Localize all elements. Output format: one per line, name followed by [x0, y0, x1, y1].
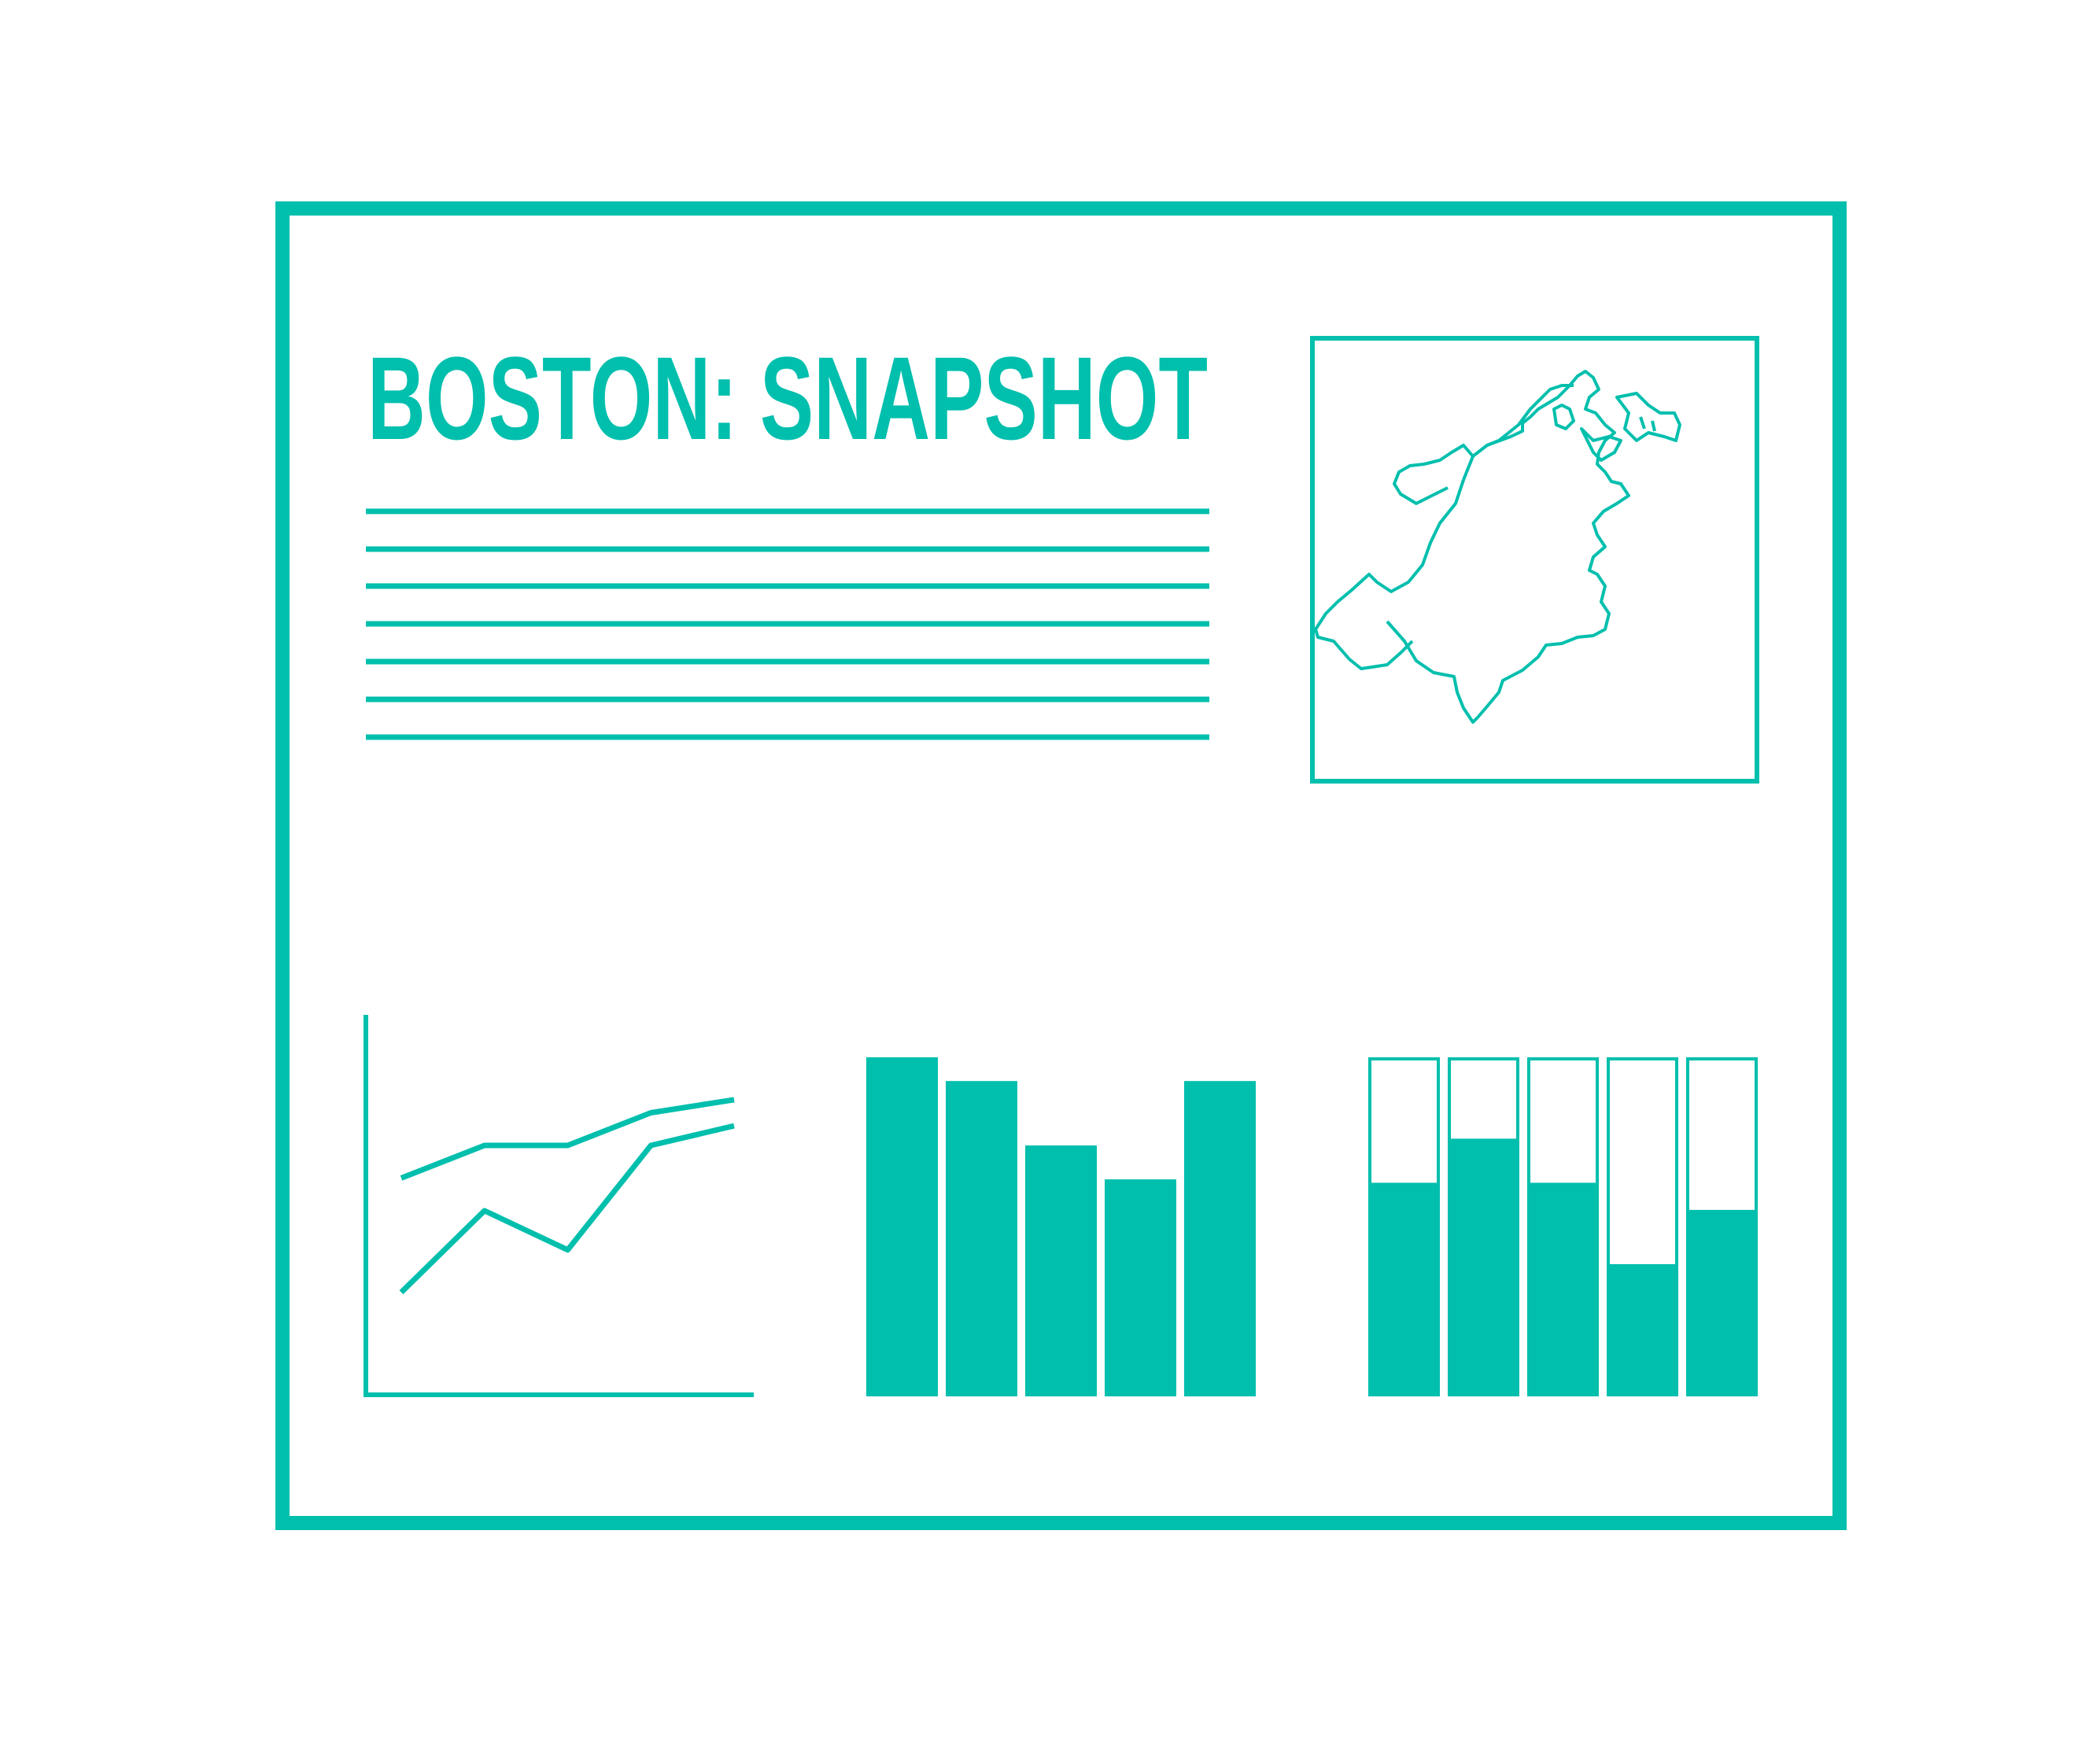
line-series-lower [399, 1123, 735, 1295]
stacked-bar-chart [1368, 1057, 1758, 1396]
stacked-bar-fill-4 [1607, 1263, 1678, 1396]
boston-map-north-shore [1393, 384, 1574, 505]
stacked-bar-fill-5 [1686, 1209, 1758, 1396]
stacked-bar-fill-2 [1448, 1138, 1519, 1396]
bar-3 [1025, 1145, 1097, 1396]
page-title: BOSTON: SNAPSHOT [367, 332, 1208, 464]
map-panel [1310, 336, 1759, 784]
line-chart [364, 1015, 754, 1397]
stacked-bar-fill-3 [1527, 1182, 1599, 1396]
line-series-upper [400, 1097, 735, 1181]
boston-map-islands [1552, 392, 1681, 462]
bar-4 [1105, 1179, 1176, 1396]
bar-5 [1184, 1081, 1256, 1396]
boston-map-outline-icon [1314, 370, 1630, 724]
line-series-group [399, 1097, 735, 1295]
dashboard-frame [275, 201, 1847, 1530]
bar-1 [866, 1057, 938, 1396]
stacked-bar-fill-1 [1368, 1182, 1440, 1396]
bar-2 [946, 1081, 1017, 1396]
bar-chart [866, 1057, 1256, 1396]
text-placeholder-lines [366, 508, 1209, 740]
map-frame [1310, 336, 1759, 784]
